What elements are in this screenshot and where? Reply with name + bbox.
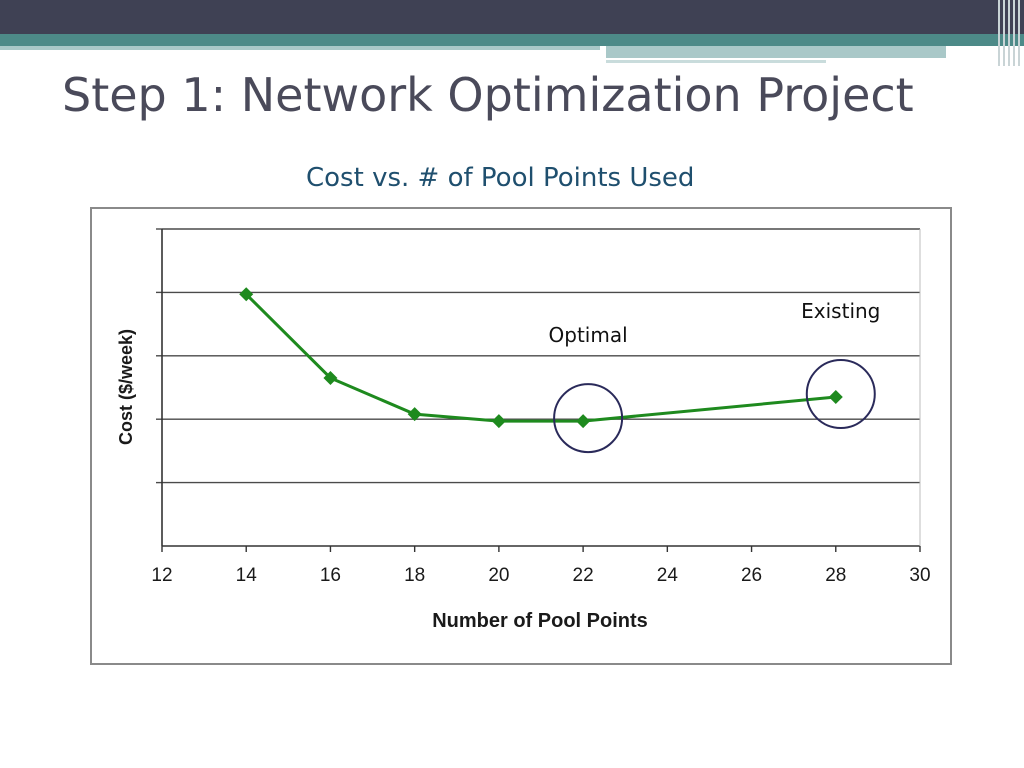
data-point-marker: [323, 370, 338, 385]
series-line: [245, 293, 836, 423]
x-tick-label: 20: [488, 565, 509, 586]
data-point-marker: [407, 407, 422, 422]
x-axis-label: Number of Pool Points: [432, 610, 648, 632]
x-axis: 12 14 16 18 20 22 24 26 28 30: [151, 545, 931, 586]
header-accent-band: [0, 34, 1024, 46]
data-point-marker: [491, 414, 506, 429]
x-tick-label: 26: [741, 565, 762, 586]
y-axis-label: Cost ($/week): [116, 329, 136, 445]
x-tick-label: 12: [151, 565, 172, 586]
data-point-marker: [576, 414, 591, 429]
annotation-circle: [553, 383, 624, 454]
annotation-circle: [805, 359, 876, 430]
x-tick-label: 28: [825, 565, 846, 586]
chart-container: 12 14 16 18 20 22 24 26 28 30 Number of Pool Poin…: [90, 207, 954, 667]
slide-title: Step 1: Network Optimization Project: [62, 68, 914, 122]
header-accent-line-right: [606, 46, 946, 58]
x-tick-label: 24: [657, 565, 679, 586]
chart-frame: [90, 207, 952, 665]
header-accent-line: [0, 46, 600, 50]
data-point-marker: [828, 390, 843, 405]
annotation-layer: [553, 359, 876, 454]
x-tick-label: 18: [404, 565, 425, 586]
gridlines: [156, 228, 920, 484]
cost-chart: 12 14 16 18 20 22 24 26 28 30 Number of Pool Poin…: [90, 207, 952, 665]
chart-title: Cost vs. # of Pool Points Used: [306, 163, 695, 193]
header-bar: [0, 0, 1024, 34]
x-tick-label: 30: [909, 565, 930, 586]
data-point-marker: [239, 287, 254, 302]
corner-decoration: [996, 0, 1024, 66]
optimal-annotation-label: Optimal: [548, 323, 628, 348]
x-tick-label: 14: [236, 565, 258, 586]
x-tick-label: 16: [320, 565, 341, 586]
header-accent-thin-line: [606, 60, 826, 63]
series-layer: [239, 287, 843, 429]
y-axis: [161, 229, 921, 546]
existing-annotation-label: Existing: [801, 299, 881, 323]
x-tick-label: 22: [573, 565, 594, 586]
